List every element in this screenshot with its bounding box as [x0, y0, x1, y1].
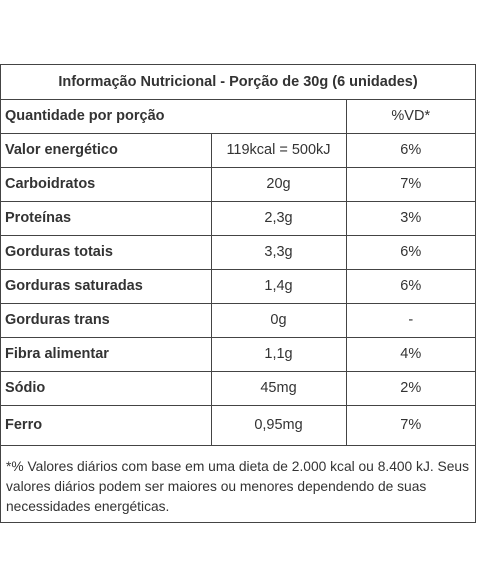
nutrition-table: Informação Nutricional - Porção de 30g (… — [1, 65, 475, 446]
nutrient-vd: 3% — [345, 200, 475, 236]
footnote: *% Valores diários com base em uma dieta… — [6, 459, 469, 514]
nutrition-facts-panel: Informação Nutricional - Porção de 30g (… — [0, 64, 476, 523]
table-row: Ferro 0,95mg 7% — [1, 404, 475, 446]
table-row: Sódio 45mg 2% — [1, 370, 475, 406]
nutrient-amount: 3,3g — [210, 234, 347, 270]
nutrient-amount: 2,3g — [210, 200, 347, 236]
nutrient-label: Gorduras trans — [1, 302, 212, 338]
nutrient-label: Proteínas — [1, 200, 212, 236]
nutrient-amount: 0g — [210, 302, 347, 338]
table-row: Valor energético 119kcal = 500kJ 6% — [1, 132, 475, 168]
nutrient-amount: 119kcal = 500kJ — [210, 132, 347, 168]
nutrient-vd: 6% — [345, 132, 475, 168]
nutrient-label: Carboidratos — [1, 166, 212, 202]
nutrient-vd: 2% — [345, 370, 475, 406]
nutrient-label: Gorduras saturadas — [1, 268, 212, 304]
nutrient-vd: 6% — [345, 234, 475, 270]
header-vd: %VD* — [345, 98, 475, 134]
nutrient-amount: 0,95mg — [210, 404, 347, 446]
nutrient-vd: - — [345, 302, 475, 338]
table-row: Gorduras totais 3,3g 6% — [1, 234, 475, 270]
table-title-row: Informação Nutricional - Porção de 30g (… — [1, 65, 475, 100]
table-row: Gorduras saturadas 1,4g 6% — [1, 268, 475, 304]
nutrient-vd: 6% — [345, 268, 475, 304]
nutrient-vd: 7% — [345, 404, 475, 446]
nutrient-amount: 1,1g — [210, 336, 347, 372]
nutrient-amount: 20g — [210, 166, 347, 202]
nutrient-amount: 45mg — [210, 370, 347, 406]
nutrient-amount: 1,4g — [210, 268, 347, 304]
table-header-row: Quantidade por porção %VD* — [1, 98, 475, 134]
nutrient-label: Gorduras totais — [1, 234, 212, 270]
table-row: Proteínas 2,3g 3% — [1, 200, 475, 236]
table-title: Informação Nutricional - Porção de 30g (… — [1, 65, 475, 100]
nutrient-label: Fibra alimentar — [1, 336, 212, 372]
nutrient-label: Ferro — [1, 404, 212, 446]
table-row: Fibra alimentar 1,1g 4% — [1, 336, 475, 372]
nutrient-vd: 4% — [345, 336, 475, 372]
nutrient-vd: 7% — [345, 166, 475, 202]
nutrient-label: Valor energético — [1, 132, 212, 168]
table-row: Carboidratos 20g 7% — [1, 166, 475, 202]
nutrient-label: Sódio — [1, 370, 212, 406]
table-row: Gorduras trans 0g - — [1, 302, 475, 338]
header-quantity: Quantidade por porção — [1, 98, 347, 134]
